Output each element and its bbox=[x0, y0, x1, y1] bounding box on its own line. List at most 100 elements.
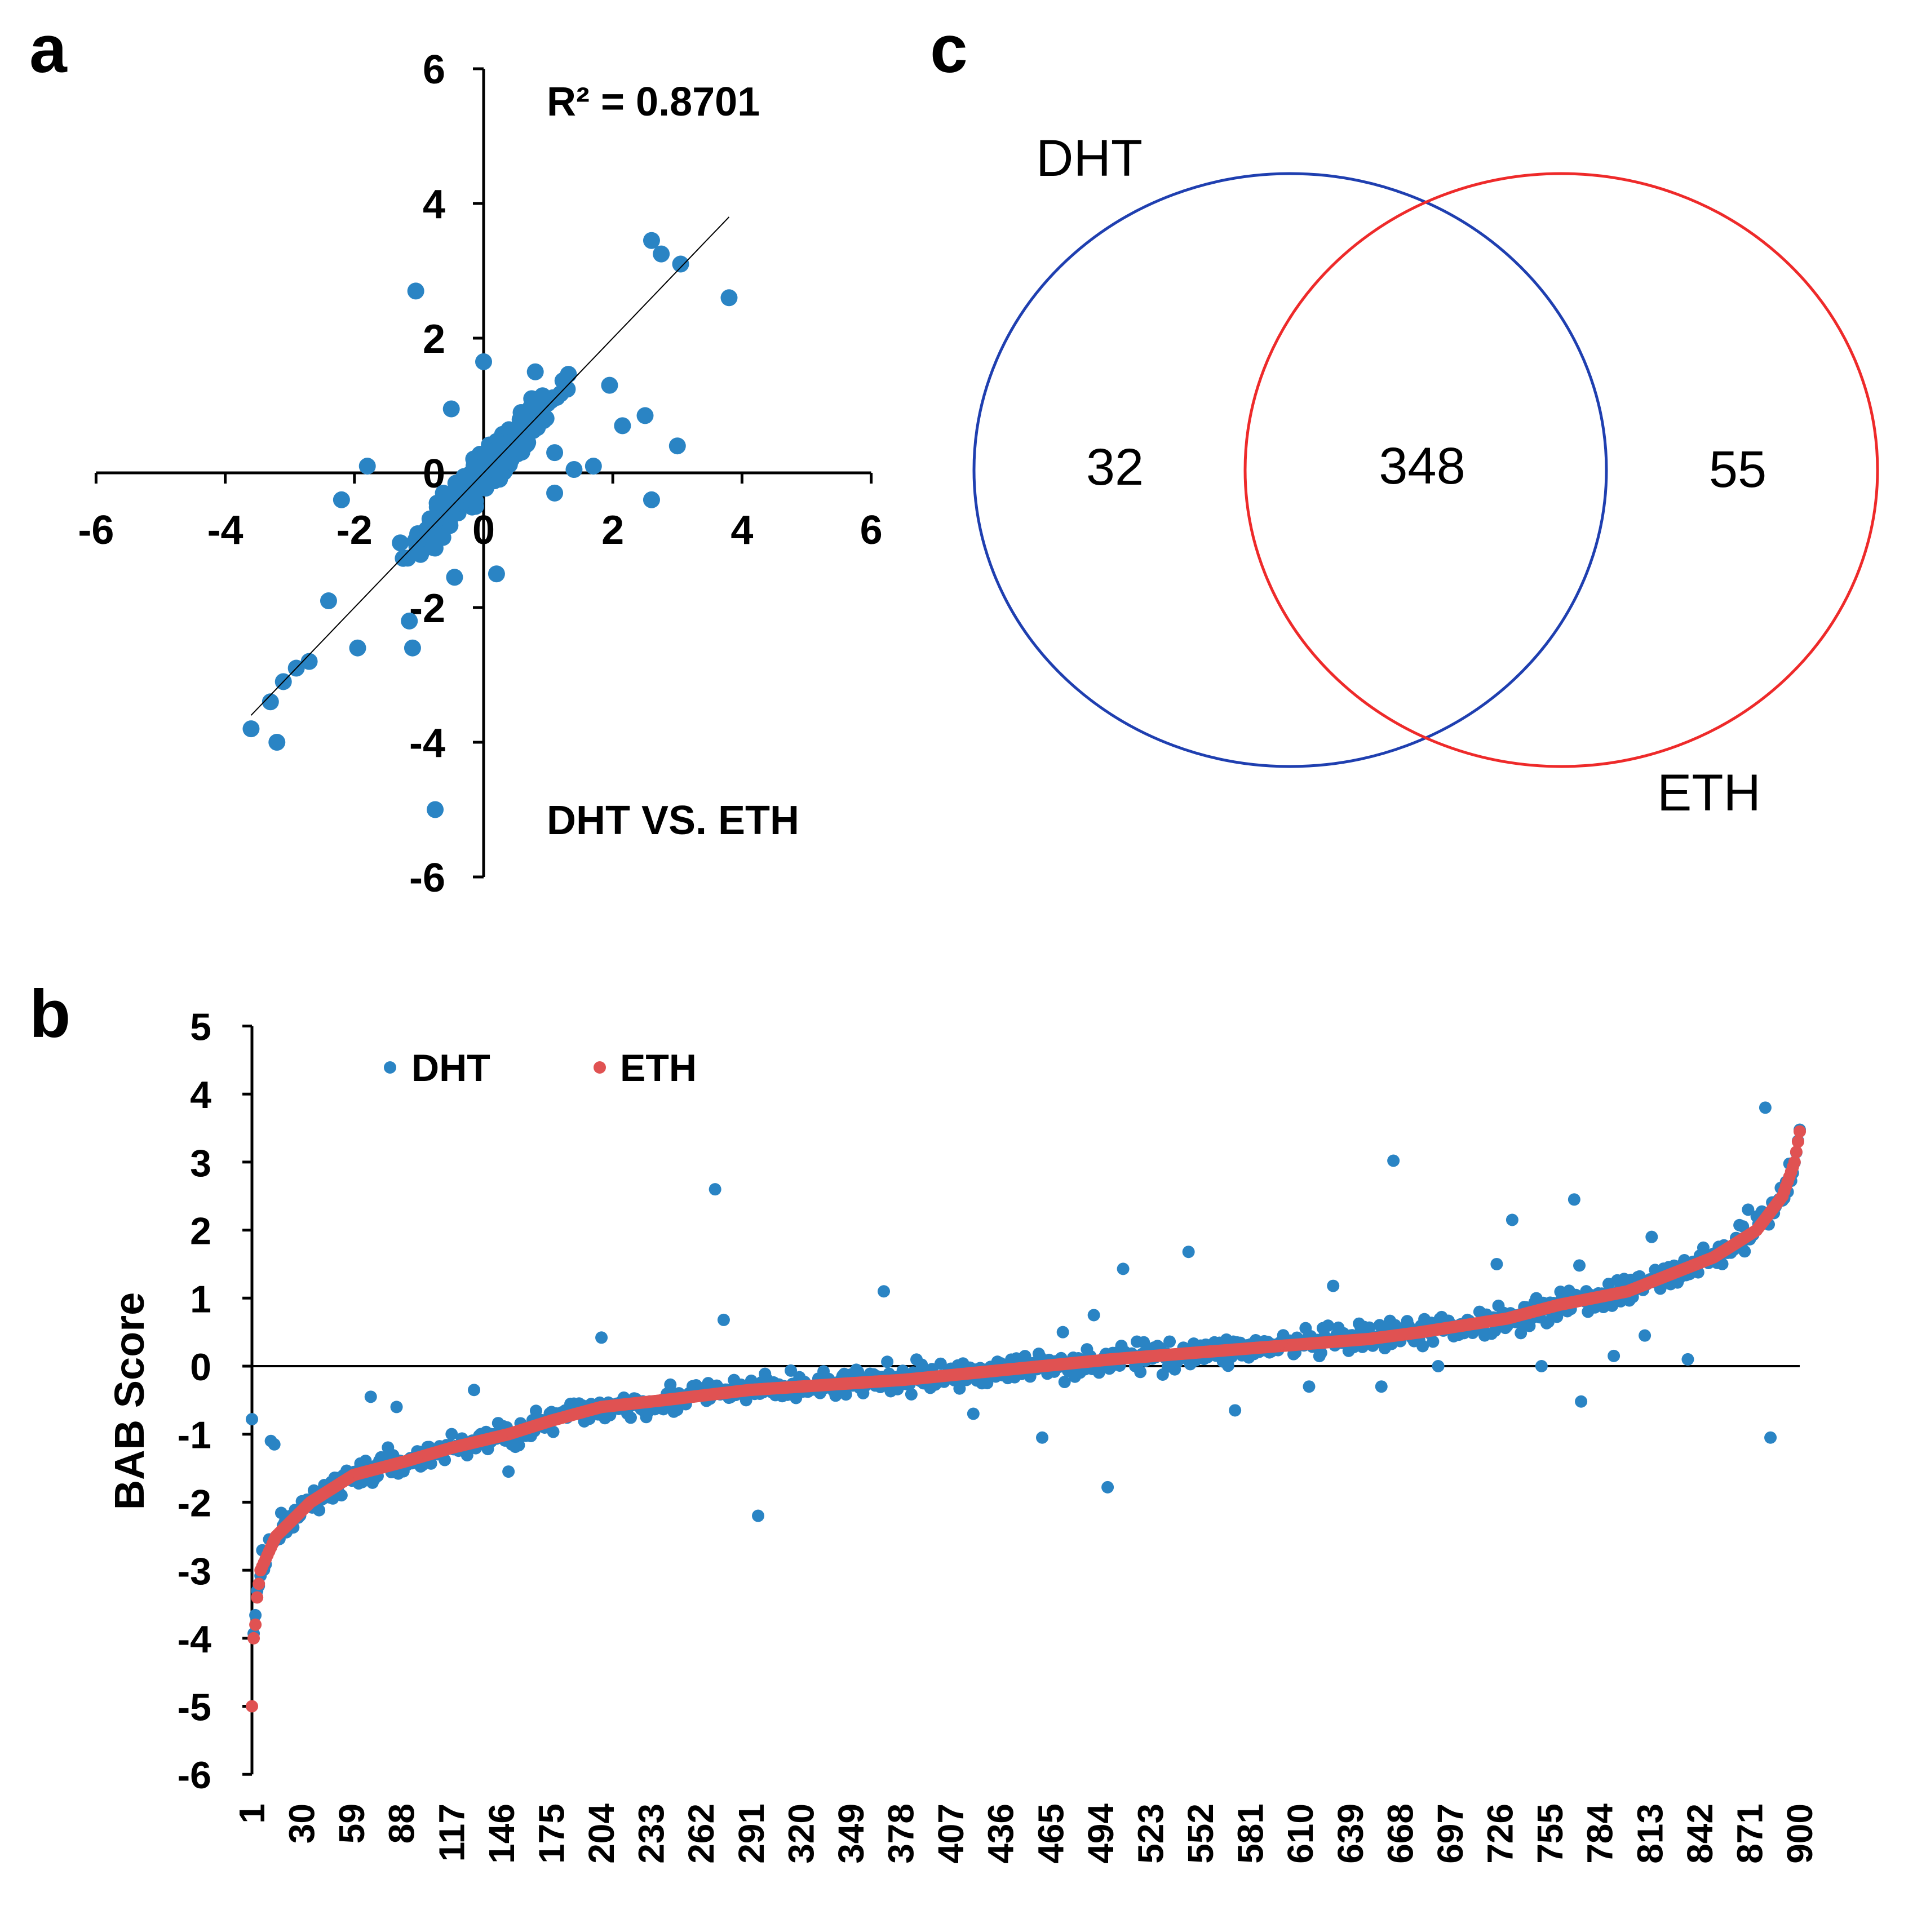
y-tick-label-b: 2 bbox=[190, 1210, 211, 1253]
x-tick-label-b: 1 bbox=[232, 1804, 272, 1824]
dht-point bbox=[1568, 1193, 1580, 1206]
scatter-point-a bbox=[399, 550, 417, 567]
dht-point bbox=[878, 1285, 891, 1298]
scatter-point-a bbox=[449, 480, 467, 497]
scatter-point-a bbox=[242, 720, 260, 738]
x-tick-label-b: 117 bbox=[431, 1804, 472, 1862]
scatter-panel-b: 5 4 3 2 1 0 -1 -2 -3 -4 -5 -6 1 30 59 88 117 146 175 204 233… bbox=[178, 1006, 1820, 1864]
eth-point bbox=[1791, 1135, 1804, 1148]
x-tick-label-b: 871 bbox=[1729, 1804, 1770, 1864]
dht-point bbox=[1506, 1213, 1518, 1226]
dht-point bbox=[445, 1428, 458, 1441]
dht-point bbox=[1639, 1329, 1652, 1342]
dht-point bbox=[1327, 1279, 1340, 1292]
scatter-point-a bbox=[524, 395, 542, 413]
scatter-point-a bbox=[601, 376, 618, 394]
x-tick-label-a: 0 bbox=[472, 508, 495, 553]
x-tick-label-b: 784 bbox=[1580, 1804, 1621, 1864]
y-tick-label-a: 4 bbox=[423, 182, 445, 227]
scatter-point-a bbox=[472, 472, 489, 490]
scatter-point-a bbox=[477, 449, 495, 467]
scatter-point-a bbox=[358, 458, 376, 475]
scatter-point-a bbox=[519, 434, 537, 451]
x-tick-label-a: -6 bbox=[78, 508, 114, 553]
scatter-point-a bbox=[668, 437, 686, 455]
legend-label-eth: ETH bbox=[620, 1047, 697, 1089]
y-tick-label-b: 3 bbox=[190, 1142, 211, 1185]
eth-point bbox=[253, 1577, 265, 1590]
x-tick-label-b: 30 bbox=[282, 1804, 322, 1844]
eth-point bbox=[1794, 1125, 1806, 1138]
scatter-point-a bbox=[501, 433, 519, 451]
y-tick-label-b: -4 bbox=[178, 1618, 212, 1661]
scatter-point-a bbox=[526, 363, 544, 380]
y-tick-label-b: 5 bbox=[190, 1006, 211, 1049]
dht-point bbox=[468, 1384, 481, 1397]
dht-point bbox=[1387, 1154, 1400, 1167]
scatter-point-a bbox=[495, 453, 513, 470]
venn-circle-eth bbox=[1243, 172, 1879, 768]
x-tick-label-b: 842 bbox=[1680, 1804, 1720, 1864]
venn-count-eth-only: 55 bbox=[1709, 441, 1766, 498]
dht-point bbox=[624, 1411, 637, 1424]
dht-point bbox=[1645, 1230, 1658, 1243]
scatter-point-a bbox=[404, 639, 421, 657]
dht-point bbox=[953, 1382, 966, 1395]
dht-point bbox=[752, 1509, 765, 1522]
y-tick-label-a: 6 bbox=[423, 47, 445, 92]
scatter-point-a bbox=[262, 693, 279, 711]
x-tick-label-a: -4 bbox=[207, 508, 243, 553]
dht-point bbox=[1182, 1246, 1195, 1259]
dht-point bbox=[1759, 1101, 1772, 1114]
scatter-point-a bbox=[475, 353, 492, 370]
dht-point bbox=[1737, 1220, 1750, 1233]
dht-point bbox=[1163, 1335, 1176, 1348]
y-tick-label-b: 0 bbox=[190, 1346, 211, 1389]
dht-point bbox=[1432, 1360, 1445, 1372]
x-tick-label-b: 726 bbox=[1480, 1804, 1521, 1864]
dht-point bbox=[1742, 1203, 1755, 1216]
eth-point bbox=[249, 1618, 262, 1631]
x-tick-label-b: 349 bbox=[831, 1804, 871, 1864]
eth-point bbox=[247, 1632, 260, 1645]
scatter-point-a bbox=[412, 546, 430, 563]
x-tick-label-b: 552 bbox=[1180, 1804, 1221, 1864]
scatter-point-a bbox=[585, 458, 602, 475]
scatter-point-a bbox=[614, 417, 631, 435]
dht-point bbox=[1535, 1360, 1548, 1372]
legend-marker-eth bbox=[594, 1061, 606, 1074]
dht-point bbox=[1314, 1346, 1327, 1359]
venn-label-eth: ETH bbox=[1657, 764, 1761, 822]
legend-marker-dht bbox=[384, 1061, 396, 1074]
scatter-point-a bbox=[636, 407, 654, 424]
dht-point bbox=[905, 1388, 918, 1401]
venn-count-intersection: 348 bbox=[1379, 437, 1465, 495]
x-tick-label-a: 6 bbox=[860, 508, 883, 553]
x-tick-label-b: 146 bbox=[481, 1804, 522, 1864]
x-tick-label-b: 668 bbox=[1380, 1804, 1420, 1864]
x-tick-label-b: 320 bbox=[781, 1804, 821, 1864]
scatter-point-a bbox=[333, 491, 350, 508]
venn-circle-dht bbox=[972, 172, 1608, 768]
dht-point bbox=[246, 1413, 258, 1426]
x-tick-label-b: 436 bbox=[981, 1804, 1021, 1864]
dht-point bbox=[1229, 1404, 1242, 1417]
y-tick-label-a: 2 bbox=[423, 317, 445, 362]
y-tick-label-a: -4 bbox=[409, 721, 445, 766]
scatter-point-a bbox=[546, 444, 564, 462]
x-tick-label-b: 581 bbox=[1230, 1804, 1271, 1864]
scatter-point-a bbox=[407, 282, 424, 300]
x-tick-label-b: 900 bbox=[1779, 1804, 1820, 1864]
scatter-point-a bbox=[528, 409, 546, 427]
dht-point bbox=[249, 1608, 262, 1621]
dht-point bbox=[1573, 1259, 1586, 1272]
dht-point bbox=[1056, 1326, 1069, 1339]
x-tick-label-b: 88 bbox=[382, 1804, 422, 1844]
dht-point bbox=[390, 1401, 403, 1413]
x-tick-label-b: 407 bbox=[931, 1804, 971, 1864]
dht-point bbox=[502, 1465, 515, 1478]
y-tick-label-b: -1 bbox=[178, 1414, 211, 1457]
x-tick-label-b: 639 bbox=[1330, 1804, 1371, 1864]
